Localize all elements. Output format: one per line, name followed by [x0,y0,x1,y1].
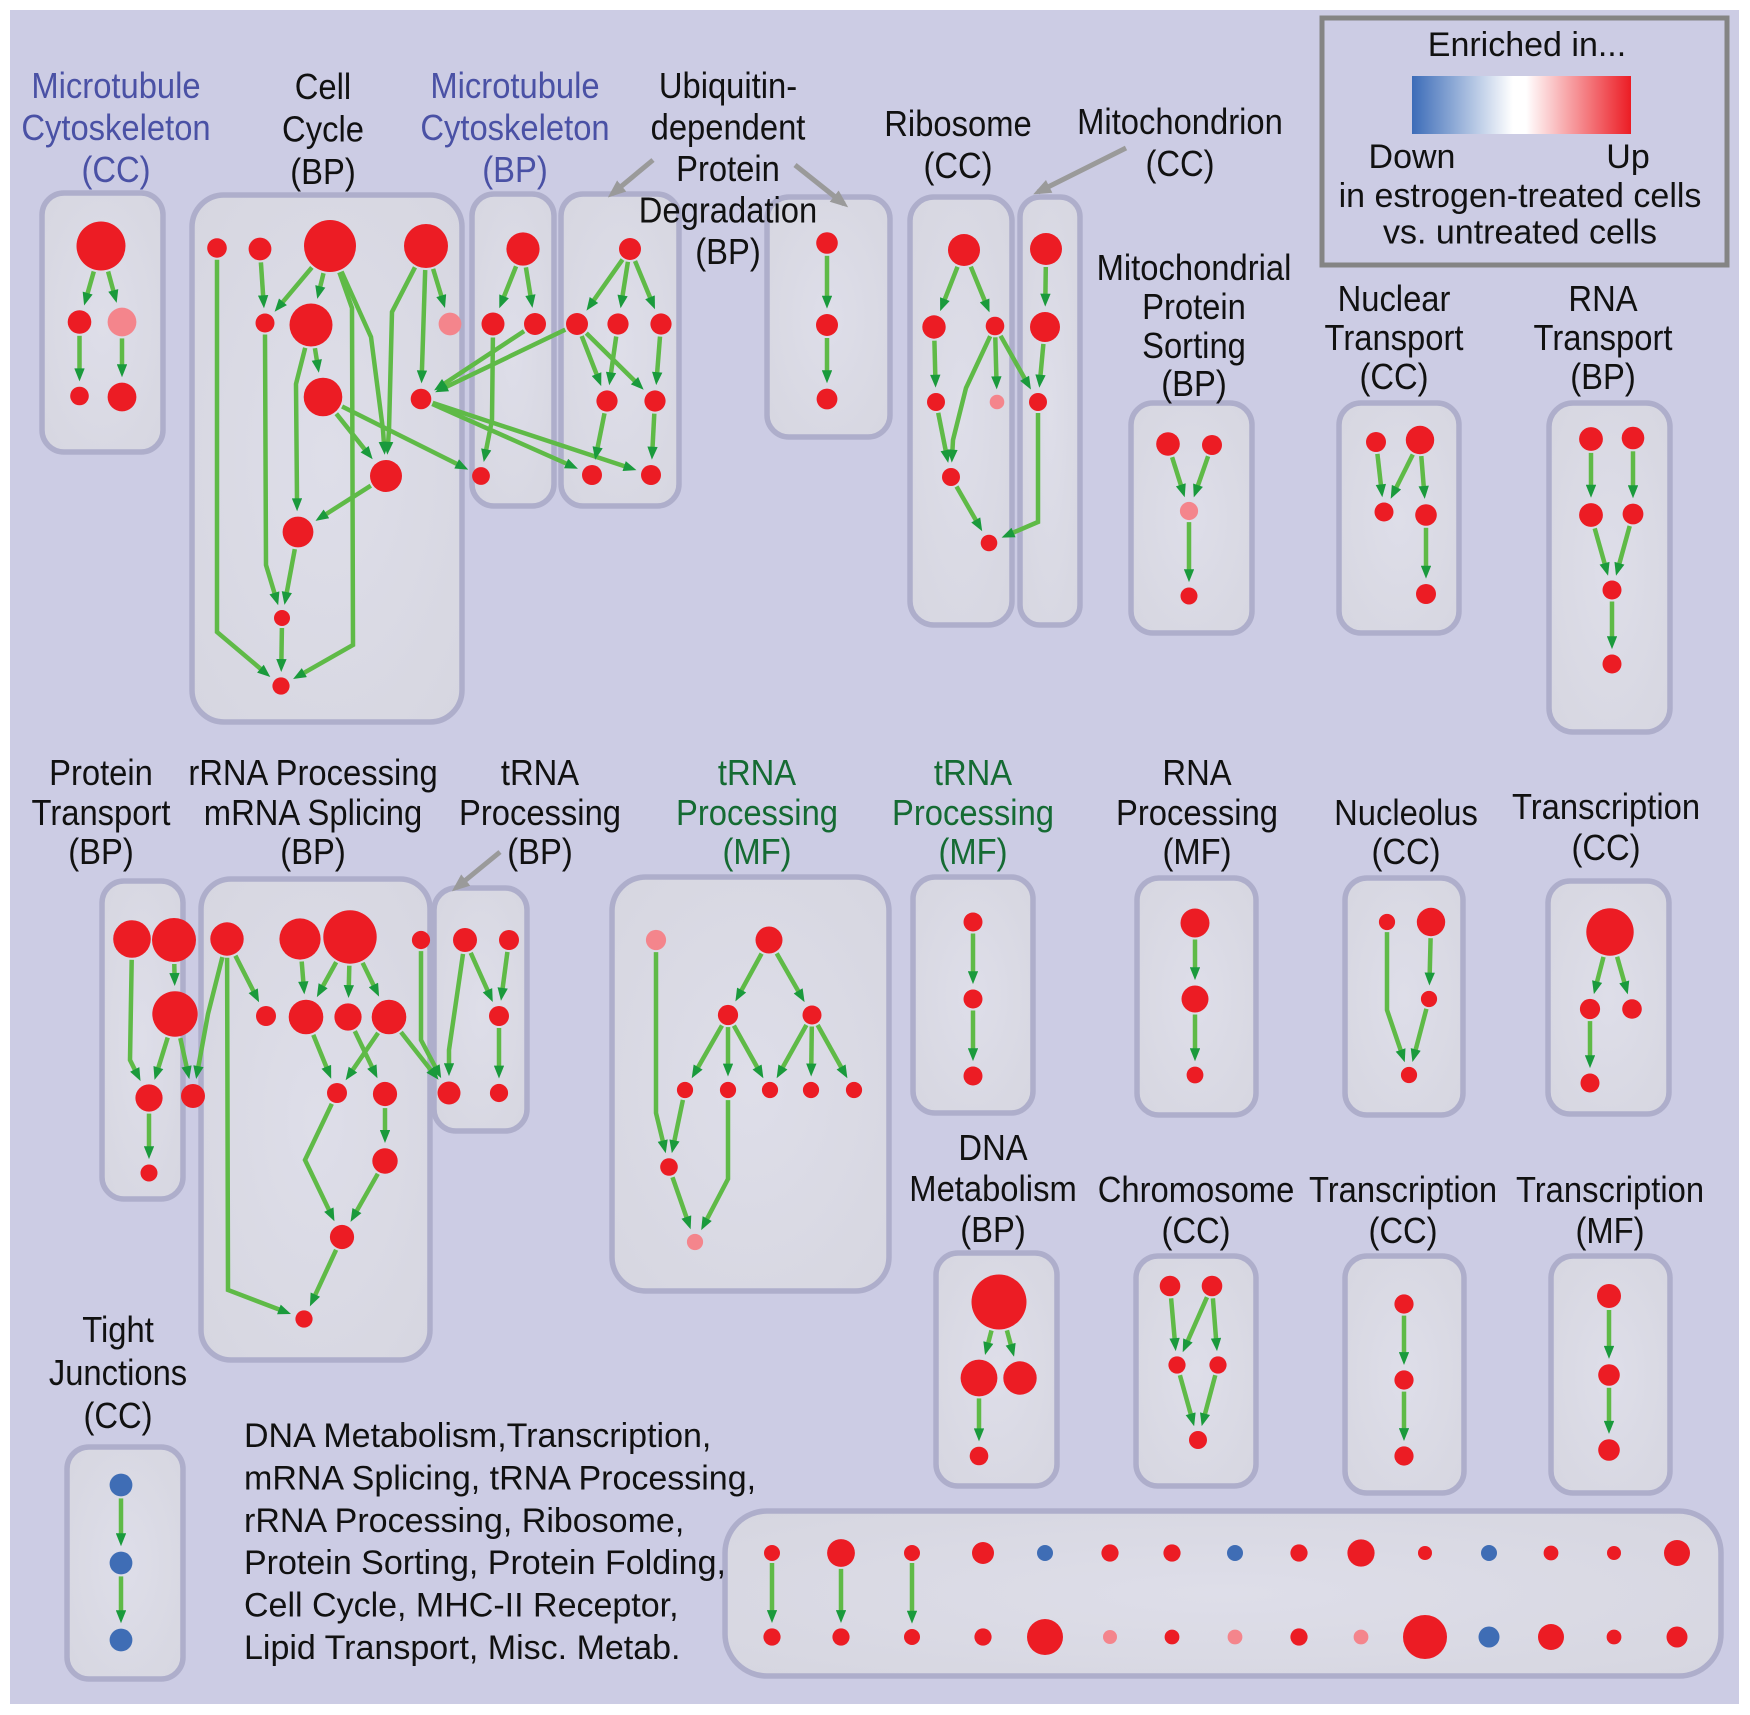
svg-text:RNA: RNA [1568,280,1637,320]
svg-text:(MF): (MF) [1162,833,1231,873]
svg-text:Mitochondrion: Mitochondrion [1077,103,1283,143]
svg-text:rRNA Processing, Ribosome,: rRNA Processing, Ribosome, [244,1502,684,1540]
svg-text:Degradation: Degradation [639,191,817,231]
svg-text:Transcription: Transcription [1516,1171,1704,1211]
svg-text:Cytoskeleton: Cytoskeleton [21,109,210,149]
svg-text:Transport: Transport [1325,319,1464,359]
svg-text:Mitochondrial: Mitochondrial [1097,249,1292,289]
svg-text:Chromosome: Chromosome [1098,1171,1295,1211]
svg-text:Microtubule: Microtubule [430,67,599,107]
svg-text:Cell Cycle, MHC-II Receptor,: Cell Cycle, MHC-II Receptor, [244,1587,679,1625]
svg-text:Transport: Transport [1534,319,1673,359]
svg-text:mRNA Splicing: mRNA Splicing [204,794,422,834]
svg-text:Tight: Tight [82,1311,154,1351]
svg-text:vs. untreated cells: vs. untreated cells [1383,214,1657,252]
svg-text:(CC): (CC) [1161,1212,1230,1252]
svg-text:(BP): (BP) [960,1211,1025,1251]
svg-text:Cytoskeleton: Cytoskeleton [420,109,609,149]
svg-text:Up: Up [1606,138,1649,176]
svg-text:Protein: Protein [49,754,153,794]
svg-text:DNA Metabolism,Transcription,: DNA Metabolism,Transcription, [244,1417,711,1455]
svg-text:(MF): (MF) [938,833,1007,873]
svg-text:(BP): (BP) [280,833,345,873]
svg-text:(CC): (CC) [81,151,150,191]
svg-text:(MF): (MF) [1575,1212,1644,1252]
svg-text:Nucleolus: Nucleolus [1334,794,1478,834]
svg-text:tRNA: tRNA [501,754,579,794]
svg-text:Cycle: Cycle [282,110,364,150]
svg-text:Transcription: Transcription [1512,788,1700,828]
svg-text:Protein: Protein [1142,288,1246,328]
svg-text:Transport: Transport [32,794,171,834]
svg-text:(CC): (CC) [1371,833,1440,873]
svg-text:Metabolism: Metabolism [909,1170,1076,1210]
svg-text:(BP): (BP) [1570,358,1635,398]
svg-text:(CC): (CC) [1571,829,1640,869]
svg-text:(BP): (BP) [1161,365,1226,405]
svg-text:Processing: Processing [459,794,621,834]
svg-text:DNA: DNA [958,1129,1027,1169]
svg-text:Enriched in...: Enriched in... [1428,26,1626,64]
svg-text:Ubiquitin-: Ubiquitin- [659,67,797,107]
svg-text:(CC): (CC) [1368,1212,1437,1252]
svg-text:tRNA: tRNA [934,754,1012,794]
svg-text:Ribosome: Ribosome [884,105,1031,145]
svg-text:RNA: RNA [1162,754,1231,794]
svg-text:Nuclear: Nuclear [1338,280,1451,320]
svg-text:Lipid Transport, Misc. Metab.: Lipid Transport, Misc. Metab. [244,1629,681,1667]
svg-text:(BP): (BP) [482,151,547,191]
svg-text:(BP): (BP) [290,153,355,193]
svg-text:(BP): (BP) [68,833,133,873]
svg-text:Protein: Protein [676,150,780,190]
svg-text:(BP): (BP) [695,233,760,273]
svg-text:rRNA Processing: rRNA Processing [188,754,437,794]
svg-text:Protein Sorting, Protein Foldi: Protein Sorting, Protein Folding, [244,1544,726,1582]
svg-text:Sorting: Sorting [1142,327,1246,367]
svg-text:Processing: Processing [892,794,1054,834]
svg-text:Down: Down [1369,138,1456,176]
svg-text:Microtubule: Microtubule [31,67,200,107]
svg-text:Junctions: Junctions [49,1354,187,1394]
svg-text:(CC): (CC) [923,147,992,187]
svg-text:Processing: Processing [1116,794,1278,834]
svg-text:(BP): (BP) [507,833,572,873]
svg-text:Cell: Cell [295,68,351,108]
svg-text:(CC): (CC) [1145,145,1214,185]
svg-text:dependent: dependent [651,108,806,148]
svg-text:in estrogen-treated cells: in estrogen-treated cells [1339,177,1702,215]
svg-text:(MF): (MF) [722,833,791,873]
svg-text:(CC): (CC) [1359,358,1428,398]
svg-text:mRNA Splicing, tRNA Processing: mRNA Splicing, tRNA Processing, [244,1459,756,1497]
svg-text:Transcription: Transcription [1309,1171,1497,1211]
svg-text:Processing: Processing [676,794,838,834]
svg-text:tRNA: tRNA [718,754,796,794]
svg-text:(CC): (CC) [83,1397,152,1437]
